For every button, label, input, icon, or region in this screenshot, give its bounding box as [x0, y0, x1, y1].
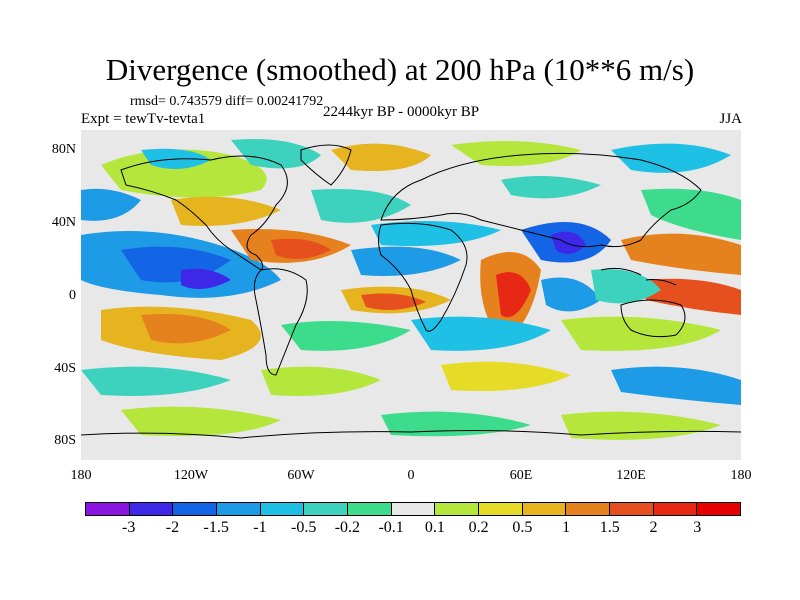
- colorbar-label: -2: [165, 519, 180, 536]
- colorbar-box: [653, 503, 698, 515]
- x-tick-120W: 120W: [173, 468, 209, 483]
- colorbar-label: -3: [122, 519, 136, 536]
- stats-text: rmsd= 0.743579 diff= 0.00241792: [130, 94, 324, 109]
- colorbar-box: [217, 503, 261, 515]
- colorbar-label: -0.1: [378, 519, 404, 536]
- x-tick-180E: 180: [730, 468, 752, 483]
- colorbar-box: [479, 503, 523, 515]
- colorbar-box: [129, 503, 174, 515]
- colorbar-label: -1: [253, 519, 267, 536]
- colorbar-label: -0.5: [290, 519, 317, 536]
- divergence-map: [81, 130, 741, 460]
- season-label: JJA: [719, 111, 742, 127]
- colorbar-label: 0.5: [512, 519, 533, 536]
- colorbar-box: [304, 503, 349, 515]
- colorbar-label: 2: [649, 519, 658, 536]
- colorbar-box: [435, 503, 480, 515]
- colorbar: [85, 502, 741, 516]
- y-tick-40N: 40N: [51, 215, 76, 230]
- y-tick-0: 0: [69, 288, 76, 303]
- x-tick-180W: 180: [70, 468, 92, 483]
- colorbar-box: [173, 503, 218, 515]
- y-tick-40S: 40S: [54, 361, 76, 376]
- colorbar-box: [522, 503, 567, 515]
- colorbar-label: 0.2: [468, 519, 489, 536]
- colorbar-box: [348, 503, 392, 515]
- colorbar-label: -1.5: [203, 519, 229, 536]
- y-tick-80N: 80N: [51, 142, 76, 157]
- y-tick-80S: 80S: [54, 433, 76, 448]
- colorbar-label: 1.5: [599, 519, 620, 536]
- coastlines: [81, 144, 741, 439]
- colorbar-box: [391, 503, 436, 515]
- colorbar-label: 0.1: [424, 519, 445, 536]
- experiment-label: Expt = tewTv-tevta1: [81, 111, 206, 127]
- period-label: 2244kyr BP - 0000kyr BP: [323, 104, 480, 120]
- x-tick-120E: 120E: [616, 468, 646, 483]
- colorbar-box: [86, 503, 130, 515]
- colorbar-label: -0.2: [334, 519, 361, 536]
- x-tick-60E: 60E: [509, 468, 533, 483]
- chart-title: Divergence (smoothed) at 200 hPa (10**6 …: [105, 52, 695, 87]
- colorbar-box: [697, 503, 741, 515]
- colorbar-label: 3: [693, 519, 702, 536]
- x-tick-0: 0: [407, 468, 415, 483]
- colorbar-box: [566, 503, 611, 515]
- colorbar-box: [610, 503, 654, 515]
- colorbar-box: [260, 503, 305, 515]
- x-tick-60W: 60W: [287, 468, 315, 483]
- colorbar-label: 1: [562, 519, 571, 536]
